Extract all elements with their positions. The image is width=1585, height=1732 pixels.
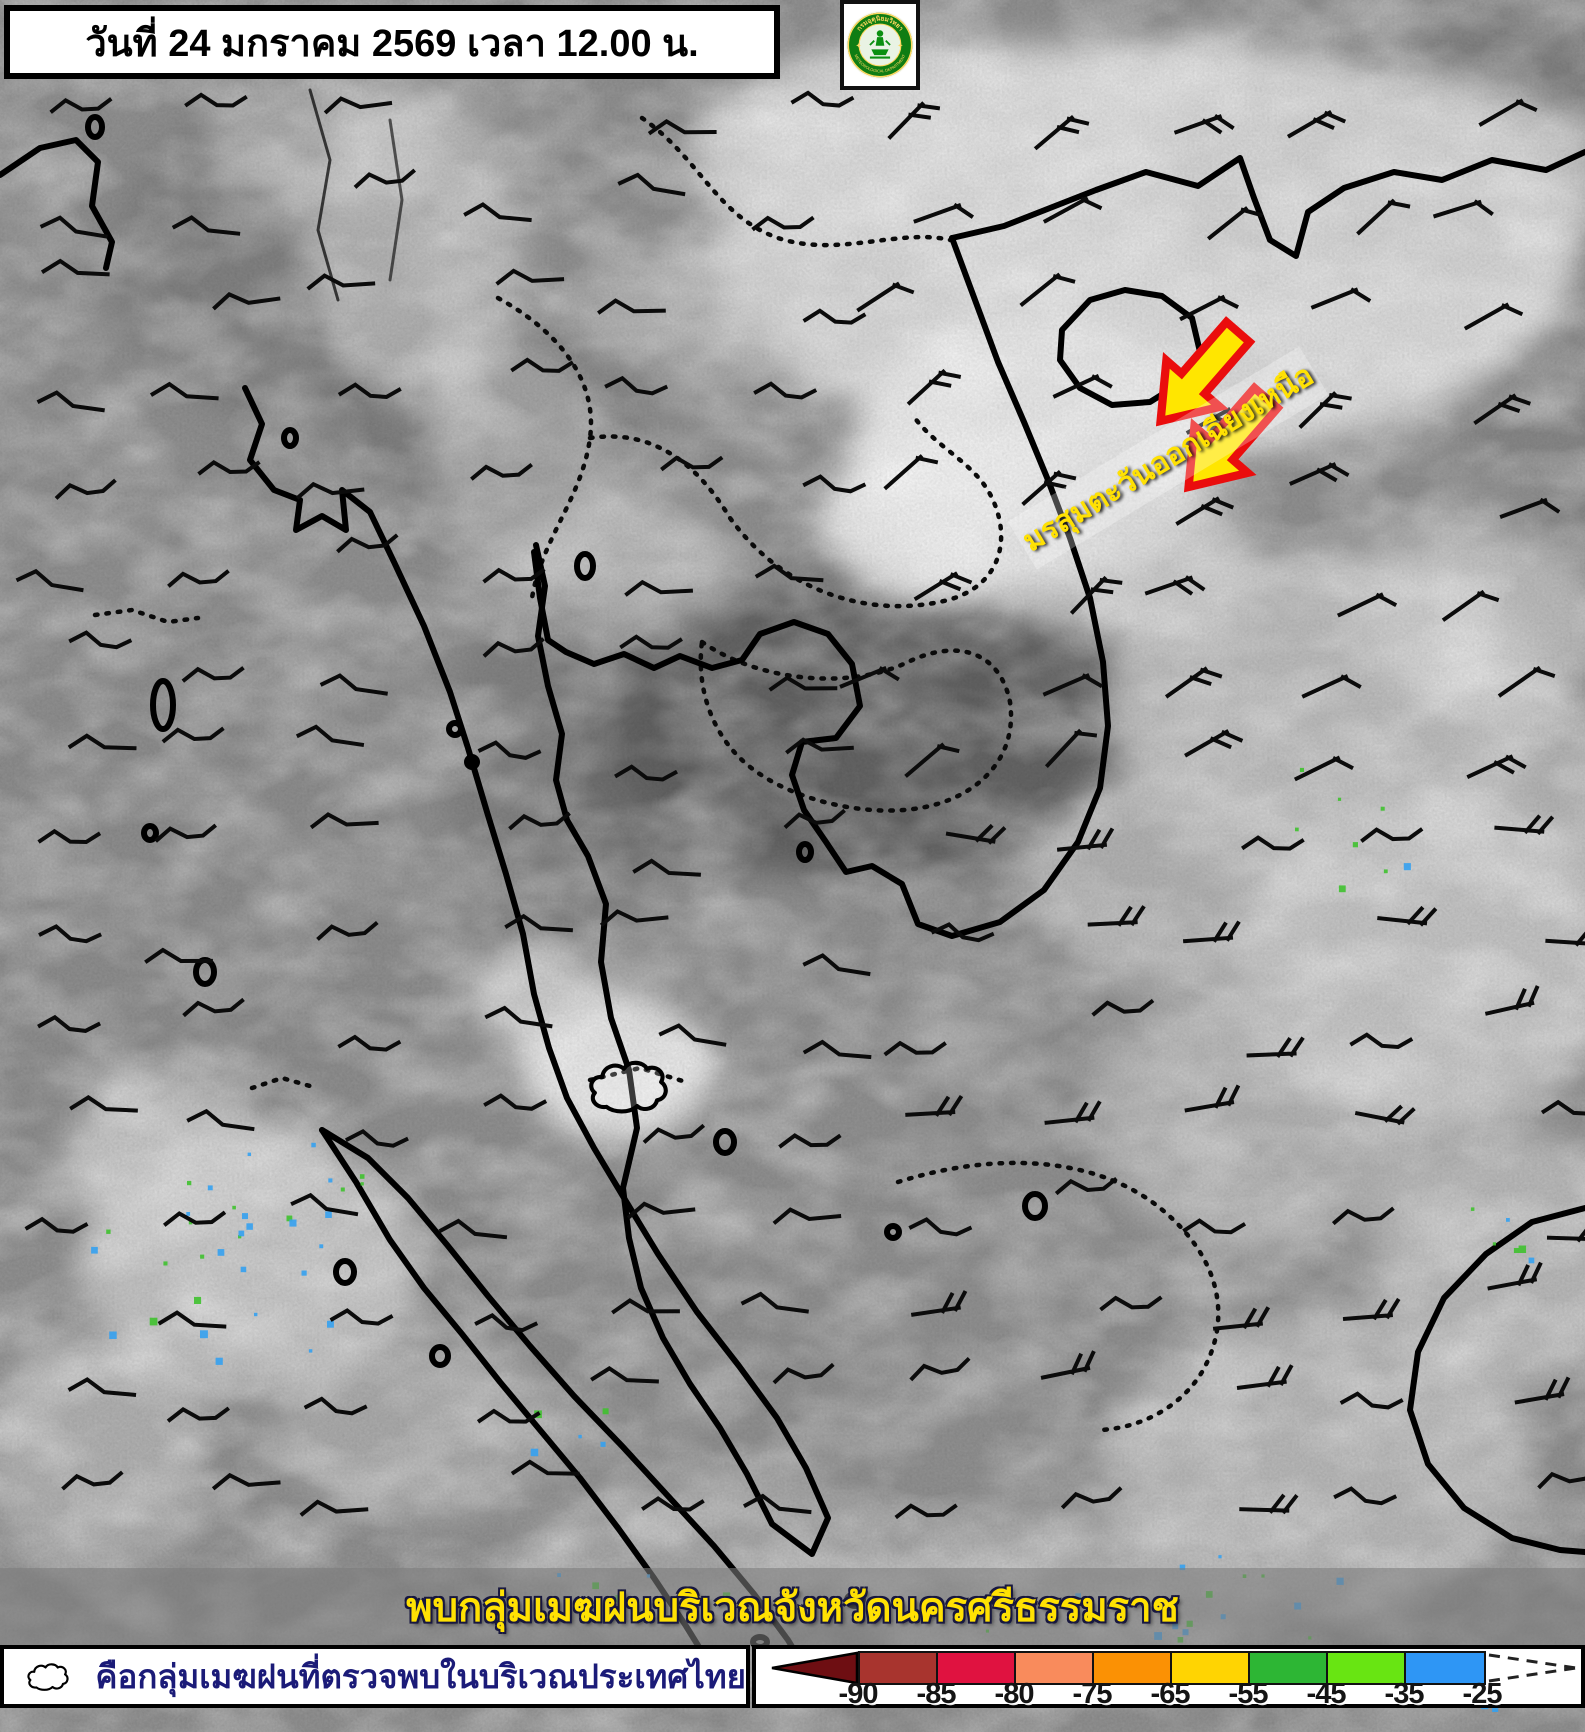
scale-segment [1016, 1653, 1094, 1683]
scale-segments [858, 1651, 1486, 1685]
scale-tick-label: -45 [1306, 1678, 1347, 1710]
legend-caption: คือกลุ่มเมฆฝนที่ตรวจพบในบริเวณประเทศไทย [95, 1658, 746, 1695]
scale-segment [1250, 1653, 1328, 1683]
logo-ornament-right: ✦ [897, 41, 903, 50]
scale-tick-label: -25 [1462, 1678, 1503, 1710]
map-cloud-icon [591, 1063, 666, 1112]
scale-tick-label: -65 [1150, 1678, 1191, 1710]
scale-segment [1328, 1653, 1406, 1683]
cloud-icon [27, 1662, 69, 1691]
tmd-logo-box: กรมอุตุนิยมวิทยา METEOROLOGICAL DEPARTME… [840, 0, 920, 90]
legend-bar-right: -90 -85 -80 -75 -65 -55 -45 -35 -25 [752, 1645, 1585, 1710]
scale-tick-label: -55 [1228, 1678, 1269, 1710]
scale-segment [1172, 1653, 1250, 1683]
scale-segment [1094, 1653, 1172, 1683]
logo-ornament-left: ✦ [856, 41, 862, 50]
scale-tick-label: -85 [916, 1678, 957, 1710]
temperature-scale: -90 -85 -80 -75 -65 -55 -45 -35 -25 [770, 1649, 1580, 1710]
map-title: วันที่ 24 มกราคม 2569 เวลา 12.00 น. [85, 22, 699, 65]
announcement-text: พบกลุ่มเมฆฝนบริเวณจังหวัดนครศรีธรรมราช [406, 1585, 1179, 1630]
title-box: วันที่ 24 มกราคม 2569 เวลา 12.00 น. [4, 5, 780, 79]
scale-tick-label: -90 [838, 1678, 879, 1710]
tmd-logo-icon: กรมอุตุนิยมวิทยา METEOROLOGICAL DEPARTME… [846, 11, 914, 79]
logo-deity-figure [869, 30, 891, 59]
announcement-band: พบกลุ่มเมฆฝนบริเวณจังหวัดนครศรีธรรมราช [0, 1568, 1585, 1645]
scale-tick-label: -80 [994, 1678, 1035, 1710]
legend-bar-left: คือกลุ่มเมฆฝนที่ตรวจพบในบริเวณประเทศไทย [0, 1645, 750, 1708]
scale-segment [938, 1653, 1016, 1683]
scale-tick-label: -75 [1072, 1678, 1113, 1710]
scale-dashed-arrow-icon [1488, 1653, 1577, 1683]
wind-barbs [15, 90, 1585, 1520]
scale-solid-arrow-icon [771, 1651, 858, 1685]
scale-segment [860, 1653, 938, 1683]
scale-tick-label: -35 [1384, 1678, 1425, 1710]
scale-segment [1406, 1653, 1484, 1683]
dotted-borders [92, 115, 1221, 1433]
